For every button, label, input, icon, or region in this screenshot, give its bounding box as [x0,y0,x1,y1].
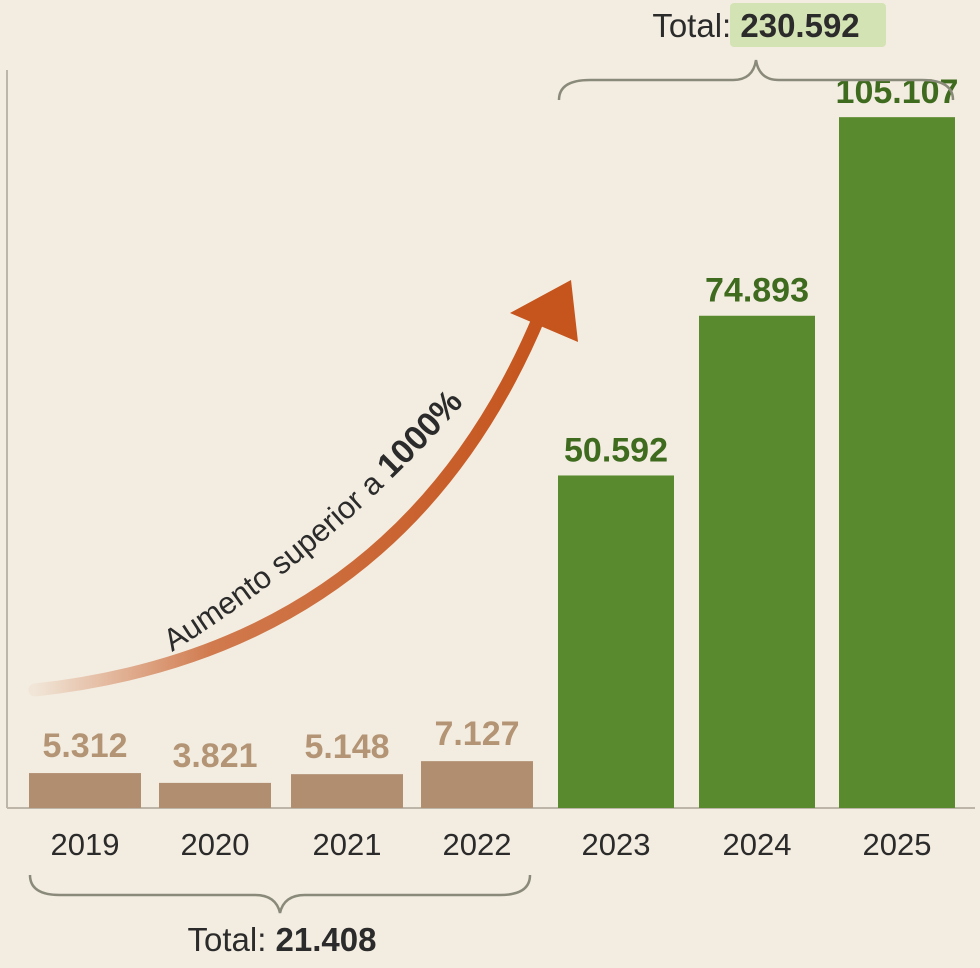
bar-2023 [558,475,674,808]
value-label-2022: 7.127 [434,715,519,753]
x-tick-2023: 2023 [582,827,651,862]
growth-arrowhead [510,280,578,342]
bar-2020 [159,782,271,808]
x-tick-2025: 2025 [863,827,932,862]
value-label-2024: 74.893 [705,272,809,310]
total-brace-top [557,59,955,101]
value-label-2023: 50.592 [564,431,668,469]
x-tick-2020: 2020 [181,827,250,862]
growth-arrow-shaft [28,308,547,697]
growth-annotation: Aumento superior a 1000% [157,383,470,658]
bar-2025 [839,117,955,809]
total-highlight [730,3,886,47]
bar-2019 [29,773,141,808]
value-label-2021: 5.148 [304,728,389,766]
value-label-2019: 5.312 [42,727,127,765]
bar-2024 [699,315,815,808]
bar-2022 [421,761,533,808]
x-tick-2019: 2019 [51,827,120,862]
total-label-bottom: Total: 21.408 [188,921,377,958]
total-brace-bottom [28,874,532,914]
x-tick-2022: 2022 [443,827,512,862]
x-tick-2024: 2024 [723,827,792,862]
bar-2021 [291,774,403,808]
total-label-top: Total: 230.592 [652,7,859,44]
value-label-2020: 3.821 [172,737,257,775]
x-tick-2021: 2021 [313,827,382,862]
